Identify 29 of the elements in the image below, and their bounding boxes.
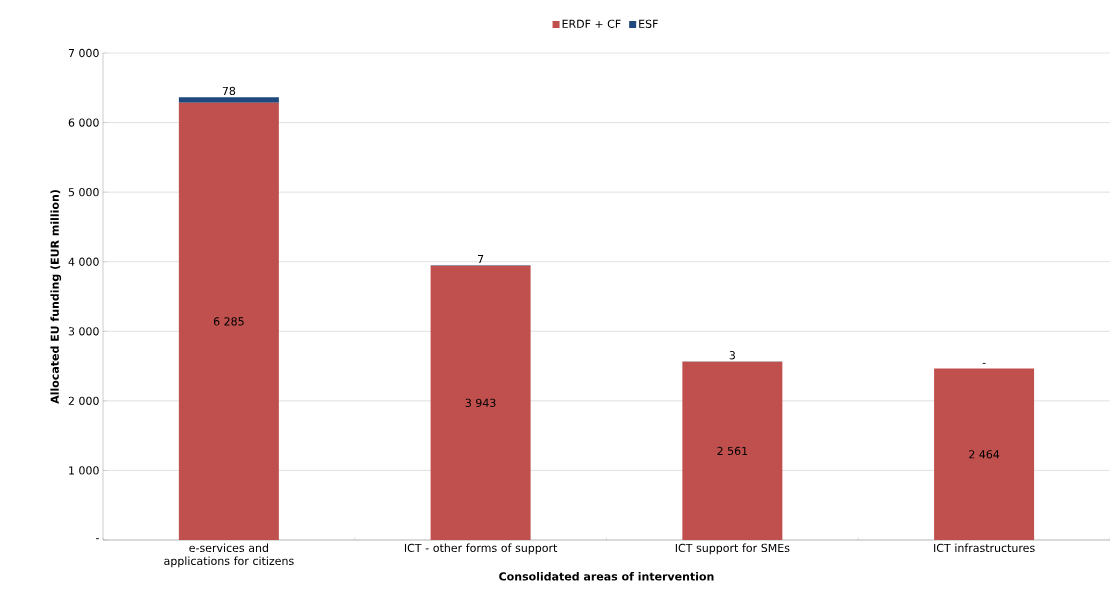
y-tick-label: 7 000 bbox=[68, 48, 99, 58]
y-tick-label: - bbox=[96, 538, 99, 540]
data-label: 2 464 bbox=[969, 450, 1000, 459]
y-tick-label: 6 000 bbox=[68, 118, 99, 127]
data-label: 3 bbox=[729, 351, 735, 360]
data-label: 7 bbox=[478, 254, 484, 263]
x-tick-label: ICT - other forms of support bbox=[404, 543, 558, 555]
bar bbox=[178, 97, 279, 103]
y-tick-label: 2 000 bbox=[68, 396, 99, 406]
data-label: 78 bbox=[222, 86, 236, 96]
y-tick-label: 4 000 bbox=[68, 257, 99, 266]
x-axis-title: Consolidated areas of intervention bbox=[499, 572, 714, 581]
x-tick-label: ICT support for SMEs bbox=[675, 543, 790, 555]
bar bbox=[178, 102, 279, 540]
y-tick-label: 5 000 bbox=[68, 187, 99, 197]
x-tick-label: e-services and applications for citizens bbox=[164, 543, 294, 568]
bar bbox=[934, 368, 1035, 540]
data-label: 6 285 bbox=[213, 317, 244, 326]
x-tick-label: ICT infrastructures bbox=[934, 543, 1035, 553]
data-label: 2 561 bbox=[717, 446, 748, 456]
bar bbox=[682, 361, 783, 540]
data-label: - bbox=[982, 362, 986, 364]
data-label: 3 943 bbox=[465, 398, 496, 407]
legend-label: ERDF + CF bbox=[562, 19, 621, 28]
y-tick-label: 1 000 bbox=[69, 466, 99, 475]
bar bbox=[430, 265, 531, 540]
y-tick-label: 3 000 bbox=[68, 327, 99, 336]
legend-label: ESF bbox=[639, 19, 658, 28]
y-axis-title: Allocated EU funding (EUR million) bbox=[50, 190, 62, 404]
